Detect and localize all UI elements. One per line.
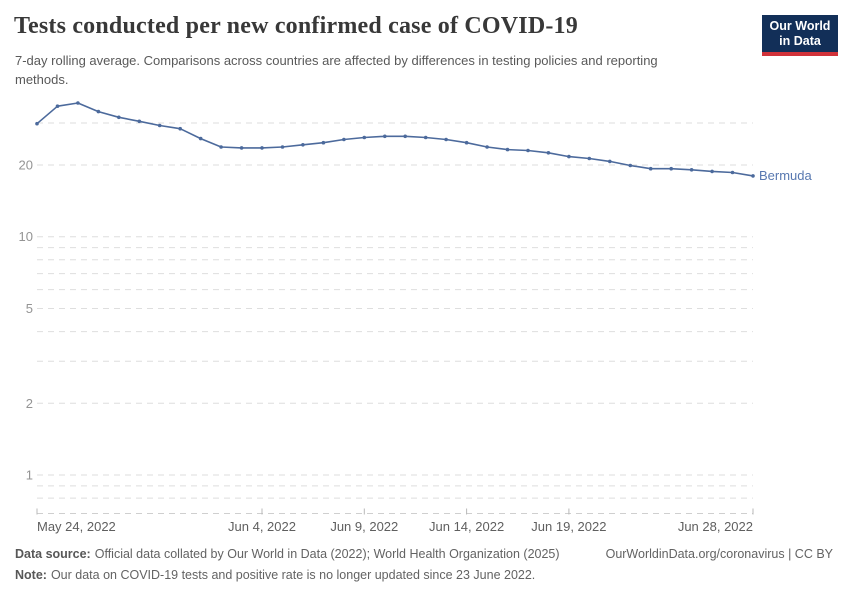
data-point[interactable]	[96, 109, 101, 114]
data-point[interactable]	[587, 156, 592, 161]
data-point[interactable]	[76, 101, 80, 105]
x-axis-label: Jun 14, 2022	[429, 519, 504, 534]
series-line-bermuda	[36, 102, 754, 177]
data-point[interactable]	[608, 159, 612, 164]
data-point[interactable]	[35, 121, 39, 126]
page-title: Tests conducted per new confirmed case o…	[14, 13, 578, 39]
data-point[interactable]	[485, 145, 489, 149]
data-point[interactable]	[301, 143, 305, 147]
data-point[interactable]	[403, 134, 408, 139]
data-point[interactable]	[751, 174, 755, 178]
y-axis-label: 2	[26, 396, 33, 411]
data-point[interactable]	[567, 154, 571, 159]
data-point[interactable]	[362, 135, 367, 140]
data-point[interactable]	[198, 136, 203, 141]
footer-attribution-link[interactable]: OurWorldinData.org/coronavirus | CC BY	[605, 547, 833, 561]
data-point[interactable]	[526, 148, 530, 153]
data-point[interactable]	[157, 123, 162, 128]
y-axis-label: 10	[19, 229, 33, 244]
y-axis-label: 5	[26, 301, 33, 316]
y-axis-label: 1	[26, 468, 33, 483]
owid-logo-line1: Our World	[769, 19, 831, 33]
data-point[interactable]	[383, 134, 387, 139]
x-axis-label: Jun 4, 2022	[228, 519, 296, 534]
data-point[interactable]	[342, 137, 346, 142]
series-label[interactable]: Bermuda	[759, 168, 813, 183]
data-point[interactable]	[464, 140, 469, 145]
footer-source-row: Data source: Official data collated by Ou…	[15, 547, 833, 561]
footer-datasource-text: Official data collated by Our World in D…	[94, 547, 560, 561]
data-point[interactable]	[178, 126, 182, 131]
data-point[interactable]	[423, 135, 428, 140]
x-axis-label: Jun 28, 2022	[678, 519, 753, 534]
data-point[interactable]	[710, 169, 714, 174]
footer-note-text: Our data on COVID-19 tests and positive …	[50, 568, 536, 582]
data-point[interactable]	[55, 104, 60, 108]
owid-logo[interactable]: Our World in Data	[762, 15, 838, 56]
data-point[interactable]	[260, 146, 264, 150]
data-point[interactable]	[137, 119, 142, 124]
data-point[interactable]	[730, 170, 735, 175]
data-point[interactable]	[117, 115, 121, 120]
x-axis-label: Jun 9, 2022	[330, 519, 398, 534]
chart-subtitle: 7-day rolling average. Comparisons acros…	[15, 53, 658, 87]
footer-note-label: Note:	[15, 568, 47, 582]
data-point[interactable]	[239, 146, 244, 150]
data-point[interactable]	[628, 163, 633, 168]
data-point[interactable]	[546, 151, 551, 155]
data-point[interactable]	[669, 166, 673, 171]
series-points	[35, 101, 755, 178]
footer-datasource: Data source: Official data collated by Ou…	[15, 547, 560, 561]
data-point[interactable]	[444, 137, 448, 142]
y-axis-label: 20	[19, 158, 33, 173]
y-gridlines	[37, 122, 753, 499]
x-axis-label: Jun 19, 2022	[531, 519, 606, 534]
footer-datasource-label: Data source:	[15, 547, 91, 561]
x-axis-ticks: May 24, 2022 Jun 4, 2022 Jun 9, 2022 Jun 14…	[36, 508, 754, 534]
owid-logo-line2: in Data	[779, 34, 821, 48]
data-point[interactable]	[689, 168, 694, 172]
footer-note-row: Note: Our data on COVID-19 tests and posi…	[15, 568, 833, 582]
data-point[interactable]	[321, 140, 326, 145]
data-point[interactable]	[505, 147, 510, 152]
x-axis-label: May 24, 2022	[37, 519, 116, 534]
data-point[interactable]	[219, 145, 223, 149]
data-point[interactable]	[648, 166, 653, 171]
y-axis-labels: 20 10 5 2 1	[19, 158, 33, 483]
data-point[interactable]	[280, 145, 285, 149]
